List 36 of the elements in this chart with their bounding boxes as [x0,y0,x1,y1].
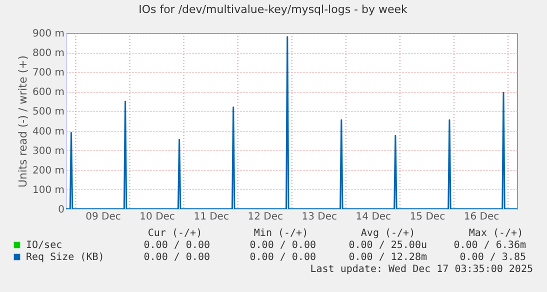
legend-label: IO/sec [26,240,62,251]
x-tick-label: 10 Dec [140,212,175,222]
text: 0.00 / 0.00 [250,240,316,251]
y-tick-label: 100 m [32,184,64,196]
x-tick-label: 13 Dec [302,212,338,222]
text: Max (-/+) [468,228,524,239]
text: Min (-/+) [254,228,308,239]
text: Avg (-/+) [360,228,416,239]
x-tick-label: 09 Dec [86,212,121,222]
y-tick-label: 400 m [32,126,64,138]
chart-title: IOs for /dev/multivalue-key/mysql-logs - by week [138,3,408,16]
y-axis-title: Units read (-) / write (+) [16,55,30,188]
y-tick-label: 600 m [32,87,64,98]
y-tick-label: 700 m [32,68,64,79]
text: 0.00 / 25.00u [348,240,427,251]
x-tick-label: 11 Dec [194,212,229,222]
text: 0.00 / 0.00 [144,240,210,251]
text: 0.00 / 12.28m [348,252,427,263]
x-tick-label: 12 Dec [248,212,283,222]
text: 0.00 / 0.00 [250,252,316,263]
text: 0.00 / 6.36m [454,240,526,251]
text: Last update: Wed Dec 17 03:35:00 2025 [310,264,533,275]
y-tick-label: 0 [58,204,64,216]
text: 0.00 / 3.85 [460,252,526,263]
y-tick-label: 500 m [32,106,64,118]
legend-label: Req Size (KB) [26,252,104,263]
text: 0.00 / 0.00 [144,252,210,263]
y-tick-label: 900 m [32,28,64,40]
x-tick-label: 15 Dec [410,212,446,222]
y-tick-label: 800 m [32,48,64,60]
x-tick-label: 14 Dec [356,212,392,222]
x-tick-label: 16 Dec [464,212,500,222]
y-tick-label: 300 m [32,146,64,157]
line-series [66,36,517,209]
y-tick-label: 200 m [32,165,64,176]
text: Cur (-/+) [148,228,202,239]
